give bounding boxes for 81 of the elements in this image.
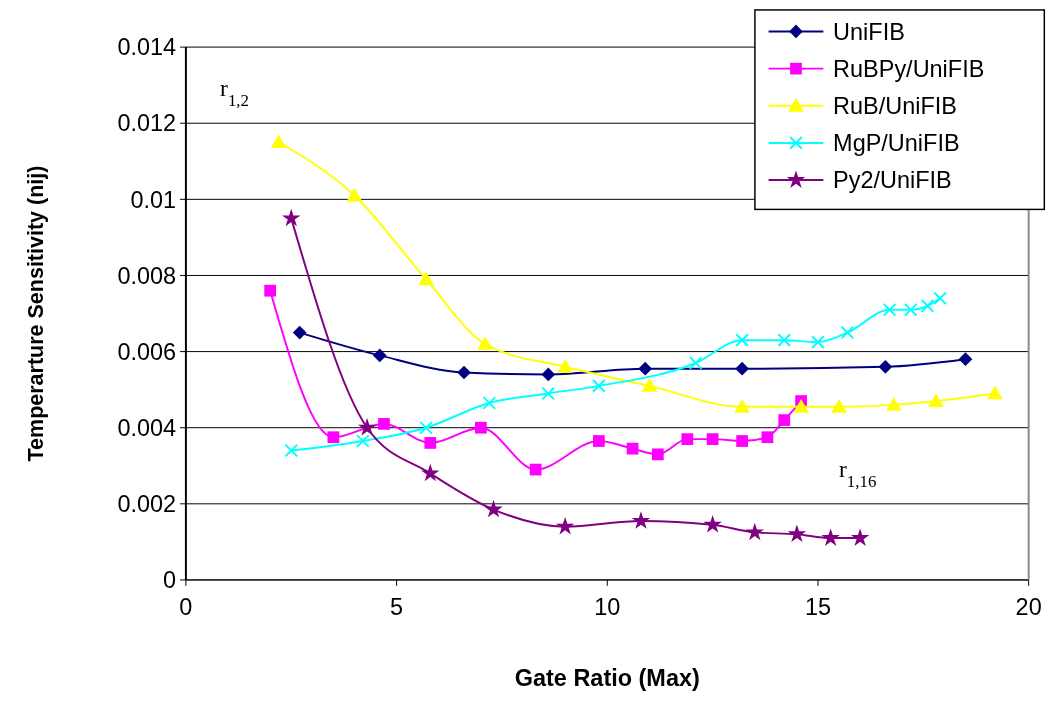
- point: [840, 325, 855, 340]
- point: [886, 397, 902, 411]
- point: [987, 385, 1003, 400]
- point: [933, 291, 948, 306]
- legend-label: Py2/UniFIB: [833, 167, 952, 194]
- point: [745, 522, 764, 541]
- point: [419, 420, 433, 435]
- x-tick-label: 5: [390, 594, 404, 621]
- y-axis-title: Temperarture Sensitivity (nij): [24, 165, 49, 462]
- point: [928, 393, 944, 407]
- y-tick-label: 0.012: [117, 110, 177, 137]
- point: [264, 284, 277, 297]
- point: [270, 134, 287, 149]
- point: [850, 528, 870, 546]
- point: [641, 378, 658, 392]
- point: [735, 333, 749, 348]
- point: [357, 418, 377, 436]
- point: [821, 528, 840, 546]
- legend-label: UniFIB: [833, 18, 905, 45]
- point: [958, 352, 973, 367]
- point: [378, 418, 390, 430]
- point: [457, 365, 471, 380]
- point: [557, 358, 573, 373]
- x-tick-label: 20: [1015, 594, 1042, 621]
- point: [920, 299, 935, 313]
- point: [787, 524, 807, 543]
- point: [626, 442, 639, 455]
- point: [592, 378, 606, 393]
- x-tick-label: 15: [804, 594, 832, 621]
- point: [592, 435, 605, 447]
- y-tick-label: 0.002: [117, 491, 177, 518]
- point: [882, 302, 897, 317]
- point: [477, 336, 493, 350]
- y-tick-label: 0.01: [130, 186, 177, 213]
- point: [777, 333, 792, 348]
- point: [356, 434, 370, 448]
- y-tick-label: 0.006: [117, 338, 177, 365]
- point: [688, 356, 703, 370]
- point: [529, 463, 542, 476]
- point: [418, 271, 434, 286]
- point: [706, 433, 719, 445]
- point: [651, 448, 664, 461]
- point: [372, 348, 387, 363]
- point: [555, 516, 575, 535]
- point: [703, 515, 722, 533]
- point: [735, 361, 749, 376]
- point: [475, 421, 487, 434]
- y-tick-label: 0.004: [117, 414, 177, 441]
- legend-label: RuBPy/UniFIB: [833, 55, 985, 82]
- point: [284, 443, 299, 458]
- point: [778, 414, 791, 426]
- point: [793, 398, 809, 413]
- point: [484, 499, 503, 518]
- point: [681, 433, 694, 445]
- point: [631, 511, 651, 529]
- point: [292, 325, 307, 340]
- point: [421, 463, 440, 482]
- point: [541, 367, 556, 382]
- point: [811, 335, 825, 349]
- legend-label: MgP/UniFIB: [833, 130, 960, 157]
- point: [878, 359, 893, 374]
- point: [424, 437, 437, 449]
- y-tick-label: 0.008: [117, 262, 177, 289]
- point: [736, 435, 748, 447]
- point: [831, 398, 847, 413]
- point: [638, 361, 653, 376]
- x-tick-label: 10: [594, 594, 621, 621]
- annotation: r$_{1,2}$: [220, 74, 250, 110]
- annotation: r$_{1,16}$: [839, 456, 877, 491]
- y-tick-label: 0.014: [117, 34, 177, 61]
- point: [541, 386, 556, 401]
- point: [734, 398, 750, 413]
- point: [327, 431, 340, 444]
- point: [282, 208, 301, 227]
- point: [482, 396, 497, 410]
- point: [903, 302, 918, 317]
- x-axis-title: Gate Ratio (Max): [514, 664, 700, 691]
- point: [761, 431, 774, 444]
- point: [346, 187, 363, 202]
- legend-label: RuB/UniFIB: [833, 92, 957, 119]
- y-tick-label: 0: [163, 567, 177, 594]
